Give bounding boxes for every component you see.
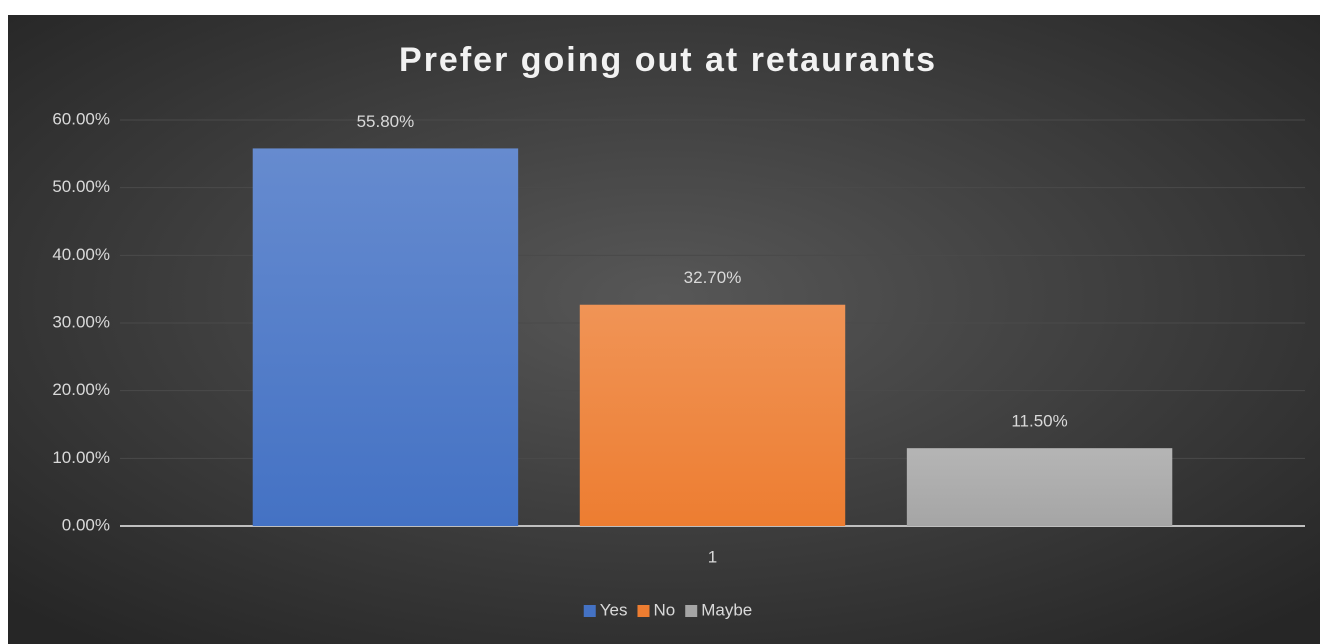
bar (906, 448, 1173, 526)
y-tick-label: 10.00% (52, 448, 110, 467)
y-tick-label: 50.00% (52, 177, 110, 196)
y-tick-label: 20.00% (52, 380, 110, 399)
data-label: 32.70% (684, 268, 742, 287)
legend-label: No (653, 600, 675, 619)
legend-swatch (637, 605, 650, 617)
legend-label: Yes (600, 600, 628, 619)
data-label: 11.50% (1011, 412, 1067, 431)
y-tick-label: 40.00% (52, 245, 110, 264)
chart-title: Prefer going out at retaurants (399, 41, 937, 79)
bar (579, 304, 846, 526)
legend-label: Maybe (701, 600, 752, 619)
data-label: 55.80% (357, 112, 415, 131)
y-tick-label: 0.00% (62, 515, 110, 534)
y-tick-label: 30.00% (52, 312, 110, 331)
legend-swatch (583, 605, 596, 617)
y-tick-label: 60.00% (52, 109, 110, 128)
bar (252, 148, 519, 527)
x-tick-label: 1 (708, 547, 717, 566)
legend-swatch (685, 605, 698, 617)
